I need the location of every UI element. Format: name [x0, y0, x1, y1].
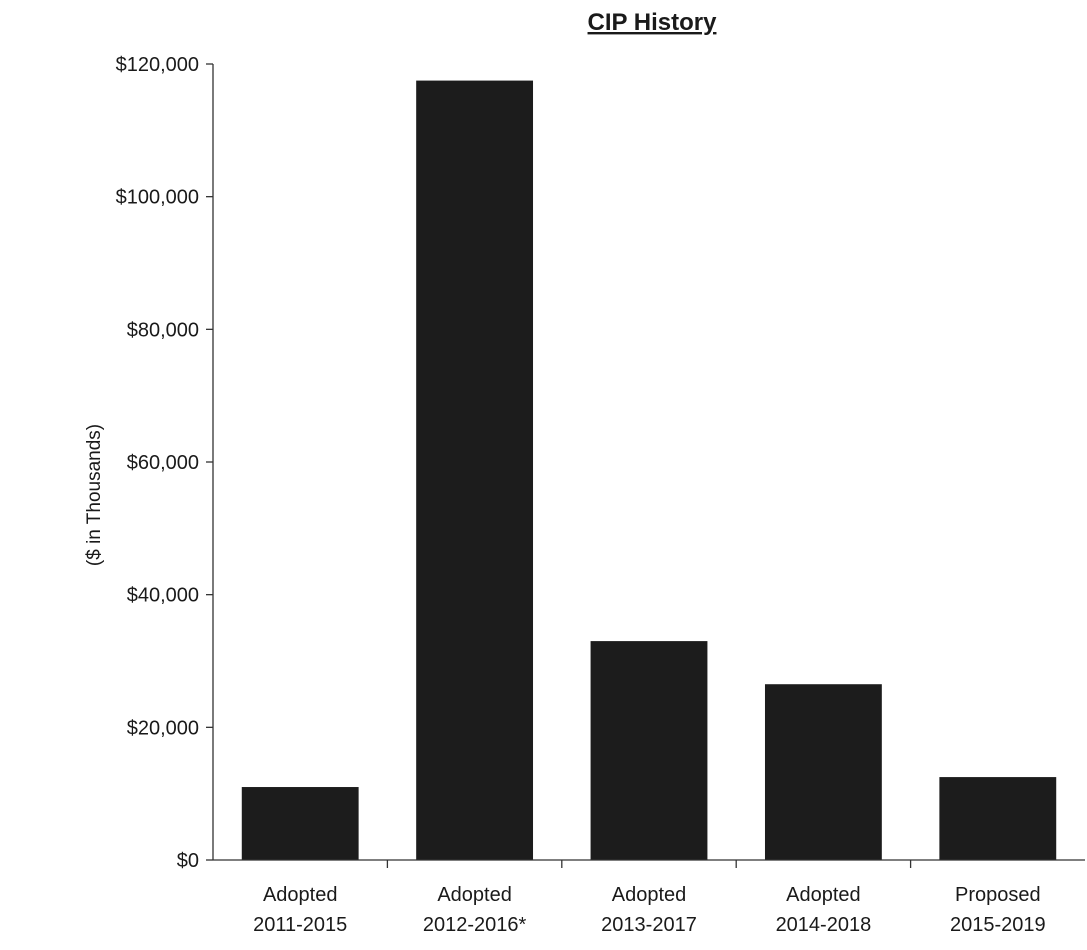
- y-tick-label: $0: [177, 850, 199, 872]
- x-category-label: 2012-2016*: [423, 914, 527, 936]
- bar: [241, 787, 359, 860]
- bar: [416, 80, 534, 861]
- bar: [590, 641, 708, 860]
- x-category-label: 2013-2017: [601, 914, 697, 936]
- x-category-label: 2011-2015: [253, 914, 347, 936]
- y-tick-label: $120,000: [116, 54, 199, 76]
- y-axis-label: ($ in Thousands): [84, 424, 105, 566]
- y-axis-ticks: $0 $20,000 $40,000 $60,000 $80,000 $100,000 $1…: [116, 54, 213, 872]
- y-tick-label: $60,000: [127, 452, 199, 474]
- bar: [939, 777, 1057, 860]
- x-category-label: Adopted: [786, 884, 861, 906]
- x-category-label: 2015-2019: [950, 914, 1046, 936]
- x-category-label: Adopted: [263, 884, 338, 906]
- bars: [241, 80, 1057, 861]
- y-tick-label: $100,000: [116, 187, 199, 209]
- y-tick-label: $40,000: [127, 585, 199, 607]
- bar: [764, 684, 882, 860]
- x-axis-categories: Adopted 2011-2015 Adopted 2012-2016* Adopted…: [253, 860, 1046, 936]
- y-tick-label: $80,000: [127, 319, 199, 341]
- x-category-label: 2014-2018: [776, 914, 872, 936]
- y-tick-label: $20,000: [127, 717, 199, 739]
- x-category-label: Adopted: [437, 884, 512, 906]
- chart-title: CIP History: [588, 9, 718, 36]
- x-category-label: Proposed: [955, 884, 1041, 906]
- x-category-label: Adopted: [612, 884, 687, 906]
